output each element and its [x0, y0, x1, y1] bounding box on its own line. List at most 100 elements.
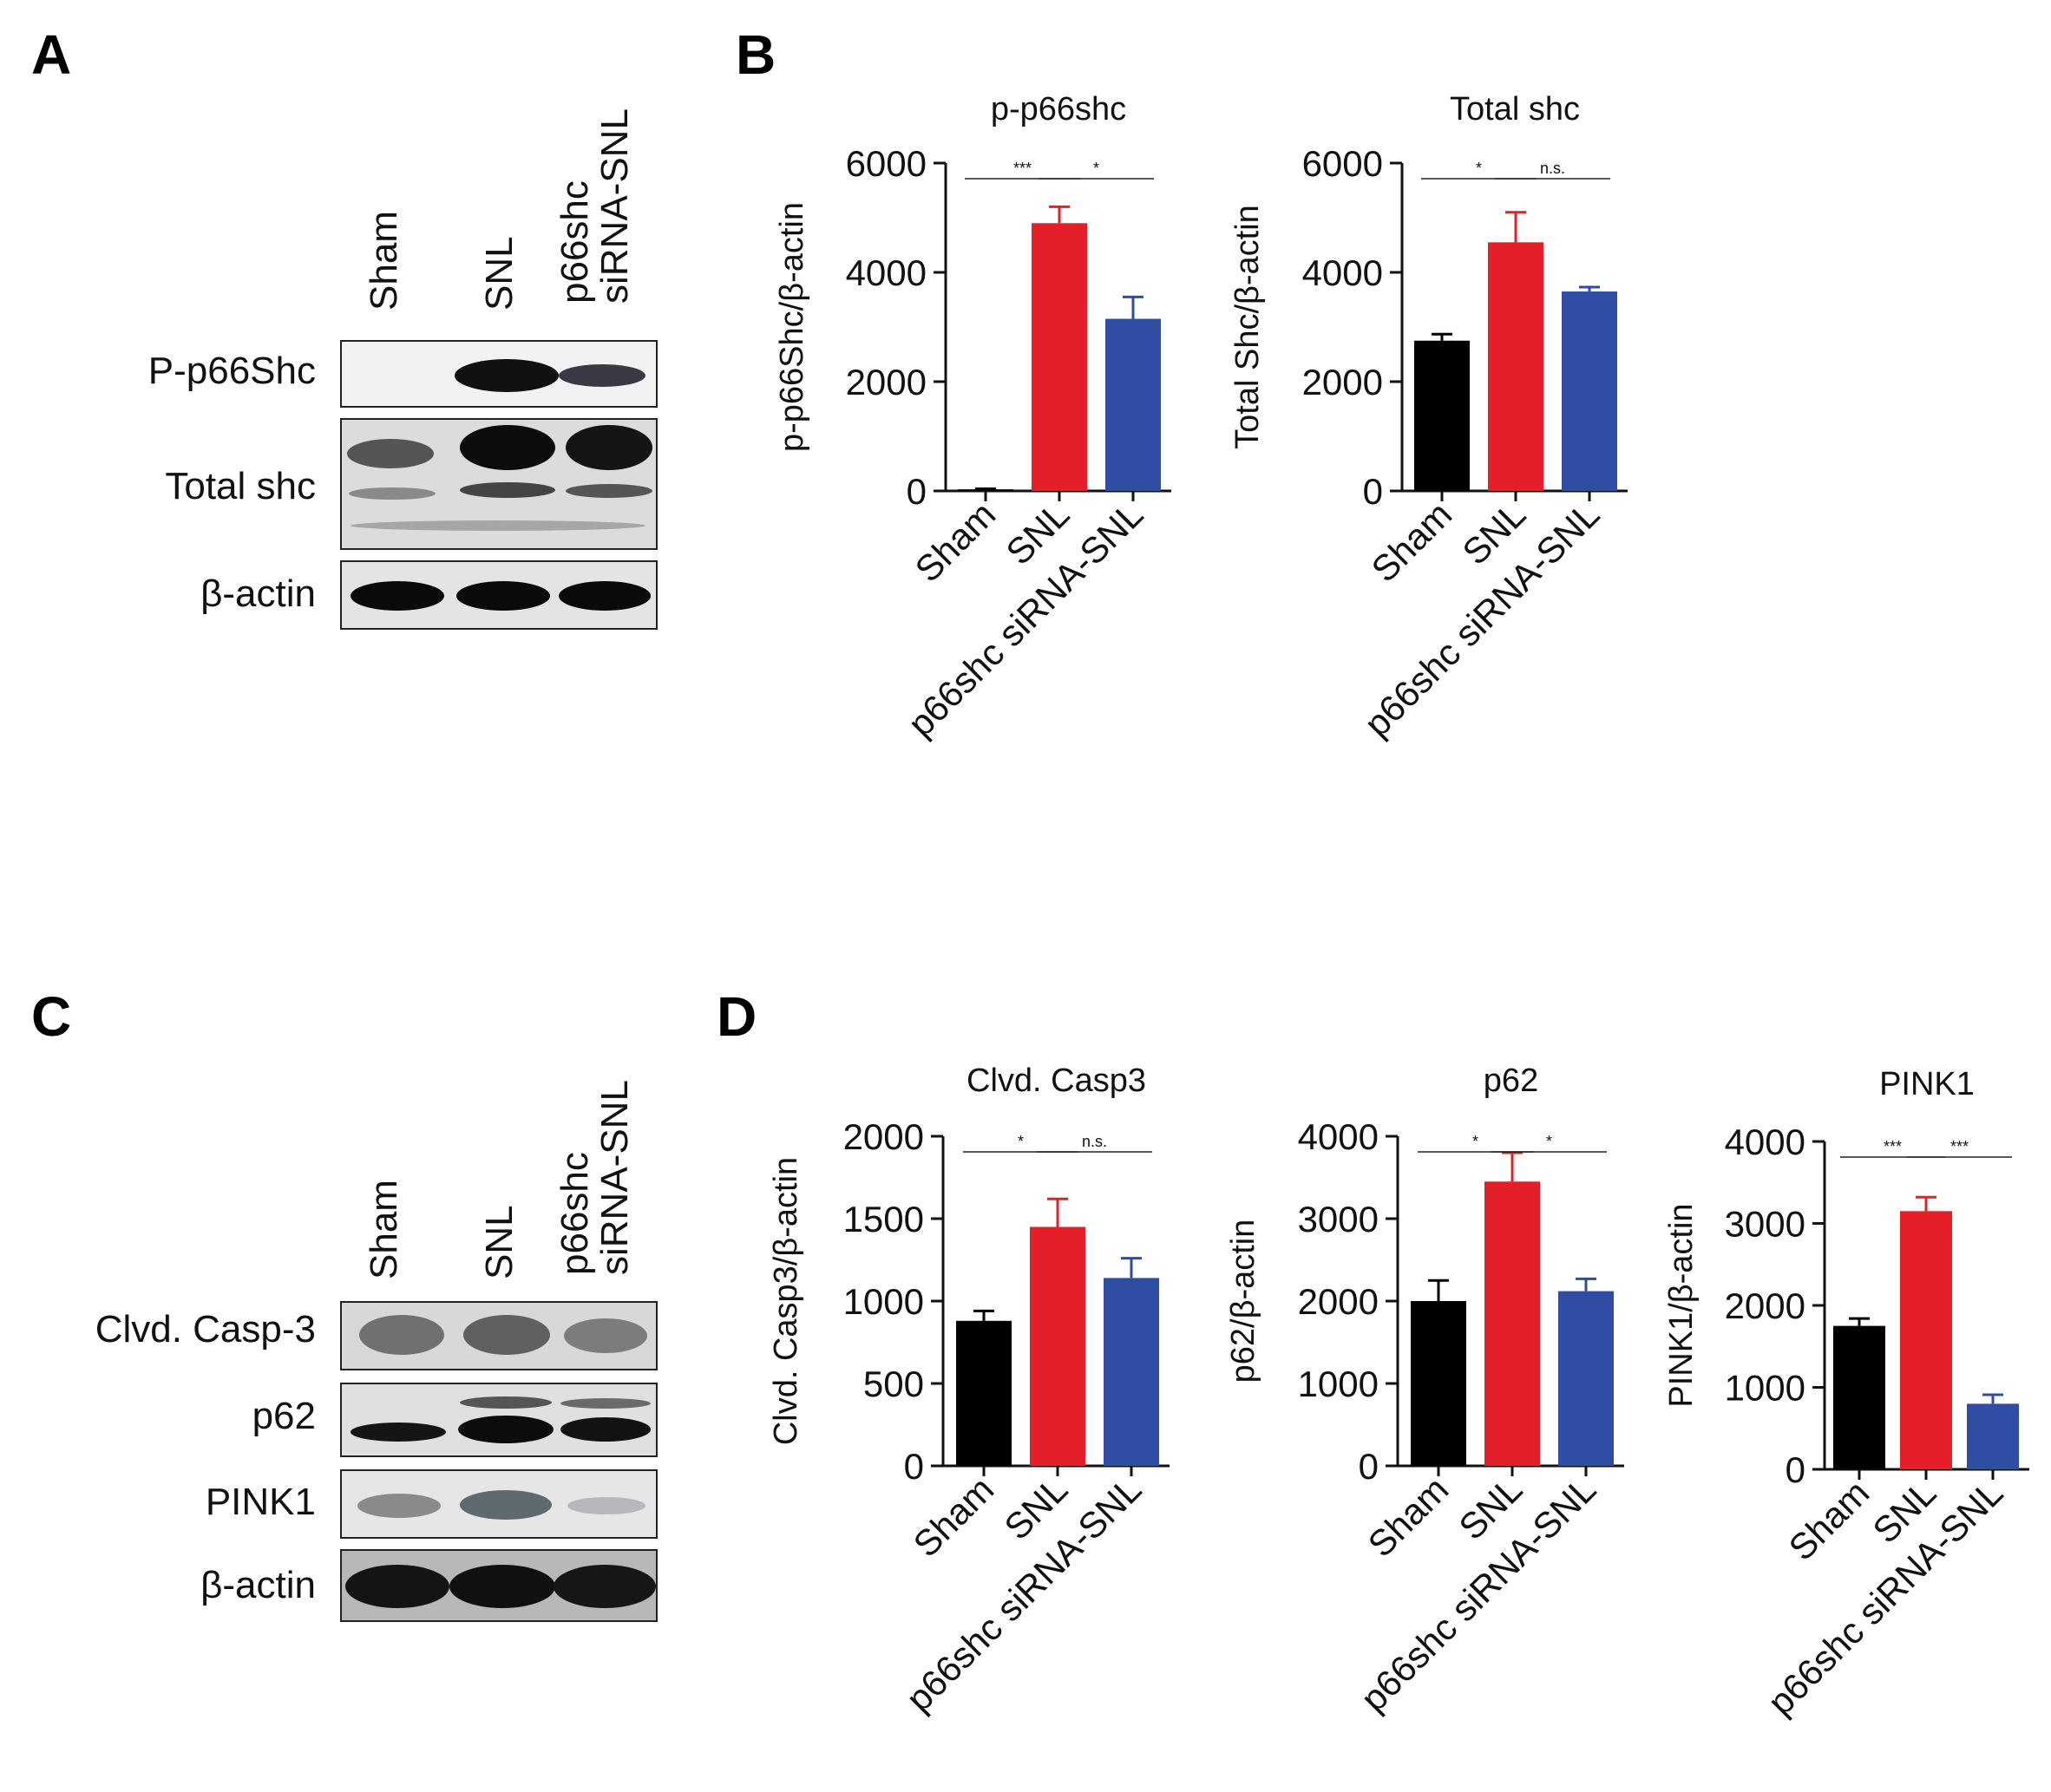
bar-sham — [956, 1320, 1012, 1466]
significance-label: * — [1546, 1133, 1552, 1150]
band — [359, 1315, 444, 1355]
y-tick-label: 1000 — [1725, 1368, 1805, 1409]
y-tick-label: 1000 — [1298, 1364, 1379, 1404]
y-tick-label: 0 — [1786, 1449, 1805, 1490]
bar-p66shc-sirna-snl — [1104, 1278, 1159, 1466]
blot-strip-beta-actin — [340, 560, 658, 630]
y-tick-label: 0 — [1359, 1446, 1379, 1487]
chart-title: Total shc — [1450, 91, 1580, 128]
significance-label: *** — [1884, 1138, 1902, 1155]
band — [566, 484, 652, 498]
row-label-clvd-casp-3: Clvd. Casp-3 — [95, 1308, 316, 1351]
significance-label: n.s. — [1082, 1133, 1107, 1150]
blot-strip-pink1 — [340, 1469, 658, 1539]
band — [460, 482, 555, 498]
band — [460, 425, 555, 470]
panel-letter-a: A — [31, 23, 72, 86]
y-tick-label: 2000 — [1298, 1281, 1379, 1322]
band — [554, 1565, 656, 1608]
bar-p66shc-sirna-snl — [1105, 318, 1161, 491]
significance-label: * — [1018, 1133, 1024, 1150]
band — [351, 520, 645, 531]
y-tick-label: 0 — [904, 1446, 924, 1487]
row-label-total-shc: Total shc — [165, 465, 316, 507]
chart-p62: p6201000200030004000p62/β-actinShamSNLp6… — [1225, 1063, 1624, 1719]
chart-pink1: PINK101000200030004000PINK1/β-actinShamS… — [1663, 1066, 2029, 1723]
row-label-beta-actin: β-actin — [200, 1564, 316, 1606]
band — [345, 1565, 449, 1608]
significance-label: *** — [1950, 1138, 1969, 1155]
row-label-beta-actin: β-actin — [200, 572, 316, 615]
row-label-p-p66shc: P-p66Shc — [147, 350, 316, 392]
band — [567, 1497, 645, 1514]
band — [560, 1417, 651, 1442]
band — [357, 1494, 441, 1518]
blot-strip-clvd-casp-3 — [340, 1301, 658, 1370]
band — [559, 364, 645, 387]
band — [458, 1416, 554, 1443]
blot-strip-total-shc — [340, 418, 658, 550]
bar-p66shc-sirna-snl — [1558, 1291, 1614, 1466]
bar-sham — [958, 489, 1013, 492]
y-axis-label: PINK1/β-actin — [1663, 1203, 1700, 1407]
panel-letter-c: C — [31, 985, 72, 1048]
band — [456, 581, 550, 611]
row-label-p62: p62 — [252, 1395, 316, 1437]
band — [347, 439, 434, 468]
band — [560, 1398, 651, 1409]
significance-label: * — [1476, 160, 1482, 177]
y-tick-label: 4000 — [1298, 1116, 1379, 1157]
chart-title: PINK1 — [1879, 1066, 1975, 1102]
bar-sham — [1411, 1301, 1466, 1466]
y-tick-label: 2000 — [846, 362, 927, 402]
y-tick-label: 4000 — [846, 252, 927, 293]
significance-label: n.s. — [1540, 160, 1565, 177]
band — [349, 487, 436, 500]
y-tick-label: 2000 — [1725, 1285, 1805, 1326]
y-tick-label: 0 — [907, 471, 927, 512]
band — [351, 1422, 446, 1442]
bar-snl — [1484, 1181, 1540, 1466]
chart-title: Clvd. Casp3 — [967, 1063, 1146, 1099]
band — [463, 1315, 550, 1355]
chart-clvd-casp3: Clvd. Casp3 0 500 1000 1500 2000 Clvd. Casp3/β… — [768, 1063, 1170, 1719]
blot-strip-p-p66shc — [340, 340, 658, 408]
y-tick-label: 500 — [863, 1364, 924, 1404]
significance-label: * — [1472, 1133, 1478, 1150]
bar-snl — [1900, 1211, 1952, 1469]
blot-strip-p62 — [340, 1383, 658, 1457]
y-tick-label: 0 — [1363, 471, 1383, 512]
y-tick-label: 6000 — [846, 143, 927, 184]
y-tick-label: 4000 — [1725, 1122, 1805, 1162]
bar-snl — [1030, 1226, 1085, 1466]
panel-letter-b: B — [736, 23, 776, 86]
y-tick-label: 3000 — [1298, 1199, 1379, 1239]
bar-snl — [1032, 223, 1087, 491]
chart-p-p66shc: p-p66shc0200040006000p-p66Shc/β-actinSha… — [774, 91, 1171, 744]
bar-sham — [1414, 340, 1470, 491]
chart-title: p62 — [1484, 1063, 1538, 1099]
y-axis-label: Total Shc/β-actin — [1229, 205, 1266, 449]
band — [351, 581, 444, 611]
y-axis-label: p-p66Shc/β-actin — [774, 202, 810, 452]
band — [455, 359, 559, 392]
y-tick-label: 1000 — [843, 1281, 924, 1322]
y-axis-label: Clvd. Casp3/β-actin — [768, 1157, 804, 1445]
bar-snl — [1488, 242, 1543, 491]
y-tick-label: 2000 — [843, 1116, 924, 1157]
blot-strip-beta-actin — [340, 1549, 658, 1622]
y-tick-label: 3000 — [1725, 1204, 1805, 1245]
band — [566, 425, 652, 470]
y-tick-label: 2000 — [1302, 362, 1383, 402]
bar-sham — [1833, 1325, 1885, 1469]
y-tick-label: 1500 — [843, 1199, 924, 1239]
significance-label: *** — [1013, 160, 1032, 177]
row-label-pink1: PINK1 — [205, 1481, 316, 1523]
bar-p66shc-sirna-snl — [1562, 291, 1617, 491]
band — [564, 1318, 647, 1353]
significance-label: * — [1093, 160, 1099, 177]
band — [460, 1396, 552, 1409]
band — [449, 1565, 555, 1608]
